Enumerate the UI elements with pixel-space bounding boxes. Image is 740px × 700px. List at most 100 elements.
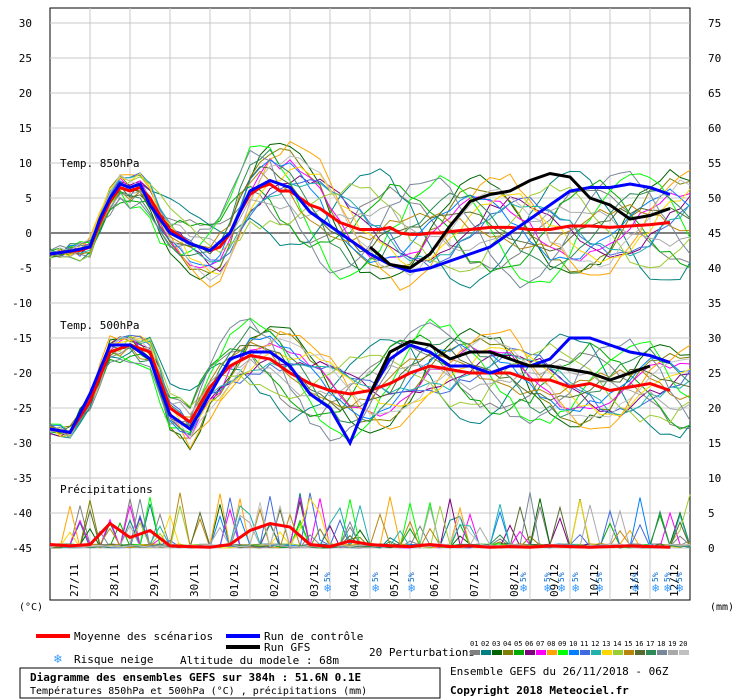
pert-number: 04	[503, 640, 511, 648]
pert-swatch	[503, 650, 513, 655]
snow-risk-markers: 5%❄5%❄5%❄5%❄5%❄5%❄5%❄5%❄5%❄5%❄5%❄5%❄	[323, 572, 684, 595]
left-tick-label: -35	[12, 472, 32, 485]
footer-box	[19, 667, 441, 699]
snow-percent: 5%	[407, 572, 416, 582]
pert-number: 11	[580, 640, 588, 648]
left-tick-label: 20	[19, 87, 32, 100]
pert-number: 20	[679, 640, 687, 648]
left-tick-label: -30	[12, 437, 32, 450]
gfs-line-500hPa	[368, 339, 651, 395]
snow-percent: 5%	[557, 572, 566, 582]
perturbation-line	[49, 148, 691, 271]
perturbation-line	[49, 168, 691, 289]
left-tick-label: -40	[12, 507, 32, 520]
pert-swatch	[525, 650, 535, 655]
perturbation-line	[49, 176, 691, 273]
run-info: Ensemble GEFS du 26/11/2018 - 06Z	[450, 665, 669, 678]
snow-percent: 5%	[631, 572, 640, 582]
pert-number: 02	[481, 640, 489, 648]
x-tick-label: 27/11	[68, 564, 81, 597]
footer-subtitle: Températures 850hPa et 500hPa (°C) , pré…	[30, 685, 367, 697]
right-tick-label: 5	[708, 507, 715, 520]
snowflake-icon: ❄	[53, 652, 62, 667]
snowflake-icon: ❄	[372, 581, 379, 595]
pert-swatch	[514, 650, 524, 655]
snowflake-icon: ❄	[558, 581, 565, 595]
pert-swatch	[602, 650, 612, 655]
snow-percent: 5%	[651, 572, 660, 582]
right-tick-label: 55	[708, 157, 721, 170]
snow-percent: 5%	[519, 572, 528, 582]
snowflake-icon: ❄	[632, 581, 639, 595]
grid-lines	[50, 8, 690, 600]
mean-line-500hPa	[49, 343, 671, 435]
pert-swatch	[481, 650, 491, 655]
x-tick-label: 01/12	[228, 564, 241, 597]
legend-snow-label: Risque neige	[74, 653, 153, 666]
perturbation-line	[49, 335, 691, 439]
left-axis: 30 25 20 15 10 5 0 -5 -10 -15 -20 -25 -30 -35 -40 -45	[12, 17, 32, 555]
x-tick-label: 30/11	[188, 564, 201, 597]
x-tick-label: 12/12	[668, 564, 681, 597]
pert-number: 09	[558, 640, 566, 648]
left-tick-label: -45	[12, 542, 32, 555]
snow-percent: 5%	[371, 572, 380, 582]
right-tick-label: 25	[708, 367, 721, 380]
mean-line-precip	[49, 521, 671, 549]
x-tick-label: 08/12	[508, 564, 521, 597]
left-tick-label: -5	[19, 262, 32, 275]
pert-number: 17	[646, 640, 654, 648]
pert-swatch	[624, 650, 634, 655]
perturbation-line	[49, 325, 691, 436]
x-tick-label: 11/12	[628, 564, 641, 597]
perturbations-label: 20 Perturbations	[369, 646, 475, 659]
right-tick-label: 65	[708, 87, 721, 100]
left-tick-label: -20	[12, 367, 32, 380]
x-tick-label: 04/12	[348, 564, 361, 597]
gfs-line-850hPa	[369, 171, 671, 270]
pert-swatch	[547, 650, 557, 655]
panel-label-precip: Précipitations	[60, 483, 153, 496]
x-tick-label: 06/12	[428, 564, 441, 597]
snow-percent: 5%	[543, 572, 552, 582]
x-tick-label: 10/12	[588, 564, 601, 597]
pert-swatch	[668, 650, 678, 655]
pert-number: 14	[613, 640, 621, 648]
snowflake-icon: ❄	[520, 581, 527, 595]
pert-swatch	[536, 650, 546, 655]
right-tick-label: 60	[708, 122, 721, 135]
x-tick-label: 28/11	[108, 564, 121, 597]
right-unit: (mm)	[710, 602, 734, 613]
panel-label-500: Temp. 500hPa	[60, 319, 139, 332]
pert-swatch	[580, 650, 590, 655]
left-tick-label: 30	[19, 17, 32, 30]
left-tick-label: 0	[25, 227, 32, 240]
left-tick-label: -10	[12, 297, 32, 310]
pert-number: 10	[569, 640, 577, 648]
panel-label-850: Temp. 850hPa	[60, 157, 139, 170]
x-axis: 27/11 28/11 29/11 30/11 01/12 02/12 03/12 04/12…	[68, 564, 681, 597]
legend-mean-label: Moyenne des scénarios	[74, 630, 213, 643]
pert-number: 15	[624, 640, 632, 648]
pert-number: 05	[514, 640, 522, 648]
perturbation-legend: 01 02 03 04 05 06 07 08 09 10 11 12 13 14 15 16 17 18 19 20	[470, 640, 689, 655]
pert-number: 07	[536, 640, 544, 648]
perturbation-line	[49, 174, 691, 264]
snow-percent: 5%	[595, 572, 604, 582]
pert-swatch	[470, 650, 480, 655]
snowflake-icon: ❄	[408, 581, 415, 595]
right-tick-label: 30	[708, 332, 721, 345]
control-line-850hPa	[49, 178, 671, 274]
perturbation-line	[49, 166, 691, 275]
perturbation-precip-line	[49, 504, 691, 549]
snowflake-icon: ❄	[544, 581, 551, 595]
left-tick-label: 5	[25, 192, 32, 205]
right-tick-label: 0	[708, 542, 715, 555]
control-line-500hPa	[49, 336, 671, 447]
left-tick-label: 25	[19, 52, 32, 65]
pert-number: 13	[602, 640, 610, 648]
pert-number: 03	[492, 640, 500, 648]
perturbation-line	[49, 149, 691, 289]
